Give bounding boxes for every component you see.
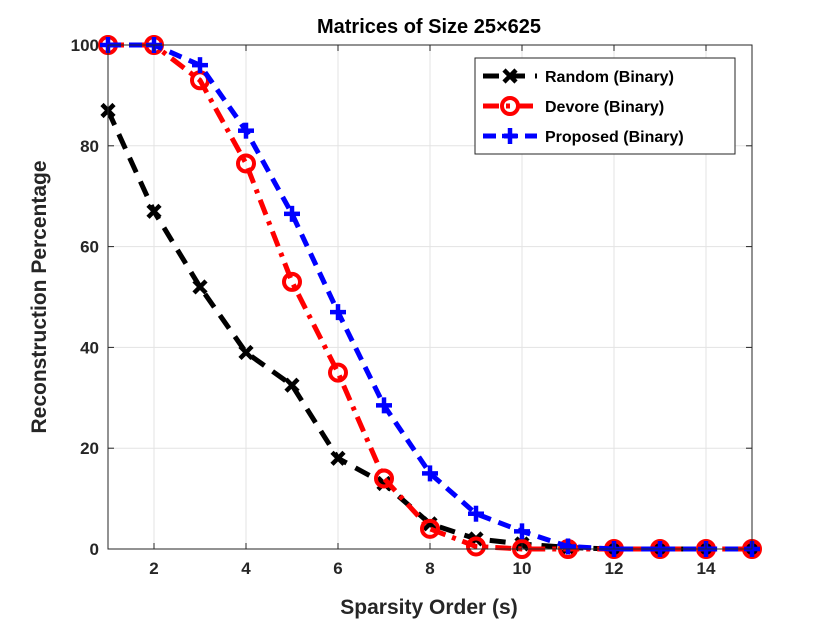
data-point (146, 203, 162, 219)
x-tick-label: 6 (333, 559, 342, 578)
legend-item: Random (Binary) (483, 68, 674, 86)
data-point (376, 397, 392, 414)
legend-label: Devore (Binary) (545, 99, 664, 116)
y-tick-label: 0 (90, 540, 99, 559)
data-point (468, 505, 484, 522)
x-tick-label: 12 (605, 559, 624, 578)
data-point (238, 122, 254, 139)
data-point (284, 377, 300, 393)
legend-marker (502, 68, 518, 84)
x-tick-label: 14 (697, 559, 716, 578)
data-point (330, 304, 346, 321)
x-axis-label: Sparsity Order (s) (340, 596, 517, 619)
legend-label: Proposed (Binary) (545, 129, 684, 146)
data-point (420, 518, 440, 539)
y-tick-label: 80 (80, 137, 99, 156)
data-point (330, 450, 346, 466)
data-point (514, 523, 530, 540)
chart-title: Matrices of Size 25×625 (317, 16, 541, 38)
data-point (284, 205, 300, 222)
y-tick-label: 100 (71, 36, 99, 55)
legend-item: Devore (Binary) (483, 96, 664, 116)
data-point (236, 153, 256, 174)
data-point (422, 465, 438, 482)
data-point (282, 271, 302, 292)
data-point (192, 279, 208, 295)
x-tick-label: 10 (513, 559, 532, 578)
y-axis-label: Reconstruction Percentage (28, 160, 51, 433)
x-tick-label: 8 (425, 559, 434, 578)
data-point (466, 536, 486, 557)
legend-item: Proposed (Binary) (483, 128, 684, 146)
y-tick-label: 60 (80, 238, 99, 257)
y-tick-label: 20 (80, 439, 99, 458)
data-point (238, 344, 254, 361)
data-point (192, 57, 208, 74)
data-point (374, 468, 394, 489)
legend-marker (500, 96, 520, 116)
data-point (328, 362, 348, 383)
y-tick-label: 40 (80, 338, 99, 357)
legend: Random (Binary) Devore (Binary) Proposed (… (474, 57, 736, 155)
legend-label: Random (Binary) (545, 69, 674, 86)
x-tick-label: 2 (149, 559, 158, 578)
legend-marker (502, 128, 518, 144)
x-tick-label: 4 (241, 559, 251, 578)
ticks: 2 4 6 8 10 12 14 0 20 40 60 80 100 (71, 36, 752, 578)
data-point (560, 538, 576, 555)
